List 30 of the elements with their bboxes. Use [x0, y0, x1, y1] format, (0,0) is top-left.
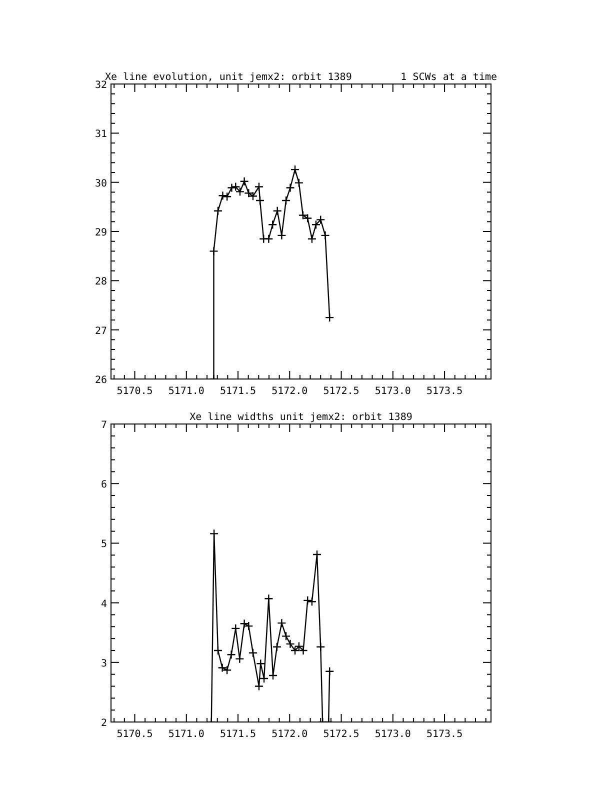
- x-tick-label: 5173.0: [374, 386, 411, 397]
- y-tick-label: 26: [94, 375, 107, 386]
- y-tick-label: 4: [100, 598, 107, 610]
- x-tick-label: 5170.5: [116, 729, 153, 740]
- x-tick-label: 5172.0: [272, 729, 308, 740]
- x-tick-label: 5170.5: [116, 386, 153, 397]
- chart-title: Xe line evolution, unit jemx2: orbit 1389: [105, 72, 352, 83]
- x-tick-label: 5172.0: [272, 386, 308, 397]
- x-tick-label: 5173.0: [374, 729, 411, 740]
- y-tick-label: 3: [100, 658, 107, 670]
- x-tick-label: 5173.5: [426, 386, 463, 397]
- y-tick-label: 5: [100, 539, 107, 550]
- x-tick-label: 5171.0: [168, 386, 204, 397]
- y-tick-label: 31: [94, 129, 107, 140]
- y-tick-label: 2: [100, 718, 107, 729]
- chart-subtitle: 1 SCWs at a time: [400, 72, 497, 83]
- chart-title: Xe line widths unit jemx2: orbit 1389: [190, 412, 412, 423]
- y-tick-label: 29: [94, 228, 107, 238]
- x-tick-label: 5172.5: [323, 729, 360, 740]
- y-tick-label: 28: [94, 276, 107, 288]
- y-tick-label: 30: [94, 178, 107, 190]
- y-tick-label: 32: [94, 80, 107, 91]
- y-tick-label: 7: [100, 420, 107, 431]
- x-tick-label: 5171.5: [220, 729, 256, 740]
- x-tick-label: 5172.5: [323, 386, 360, 397]
- y-tick-label: 6: [100, 480, 107, 491]
- x-tick-label: 5171.0: [168, 729, 204, 740]
- x-tick-label: 5171.5: [220, 386, 256, 397]
- x-tick-label: 5173.5: [426, 729, 463, 740]
- y-tick-label: 27: [94, 326, 107, 337]
